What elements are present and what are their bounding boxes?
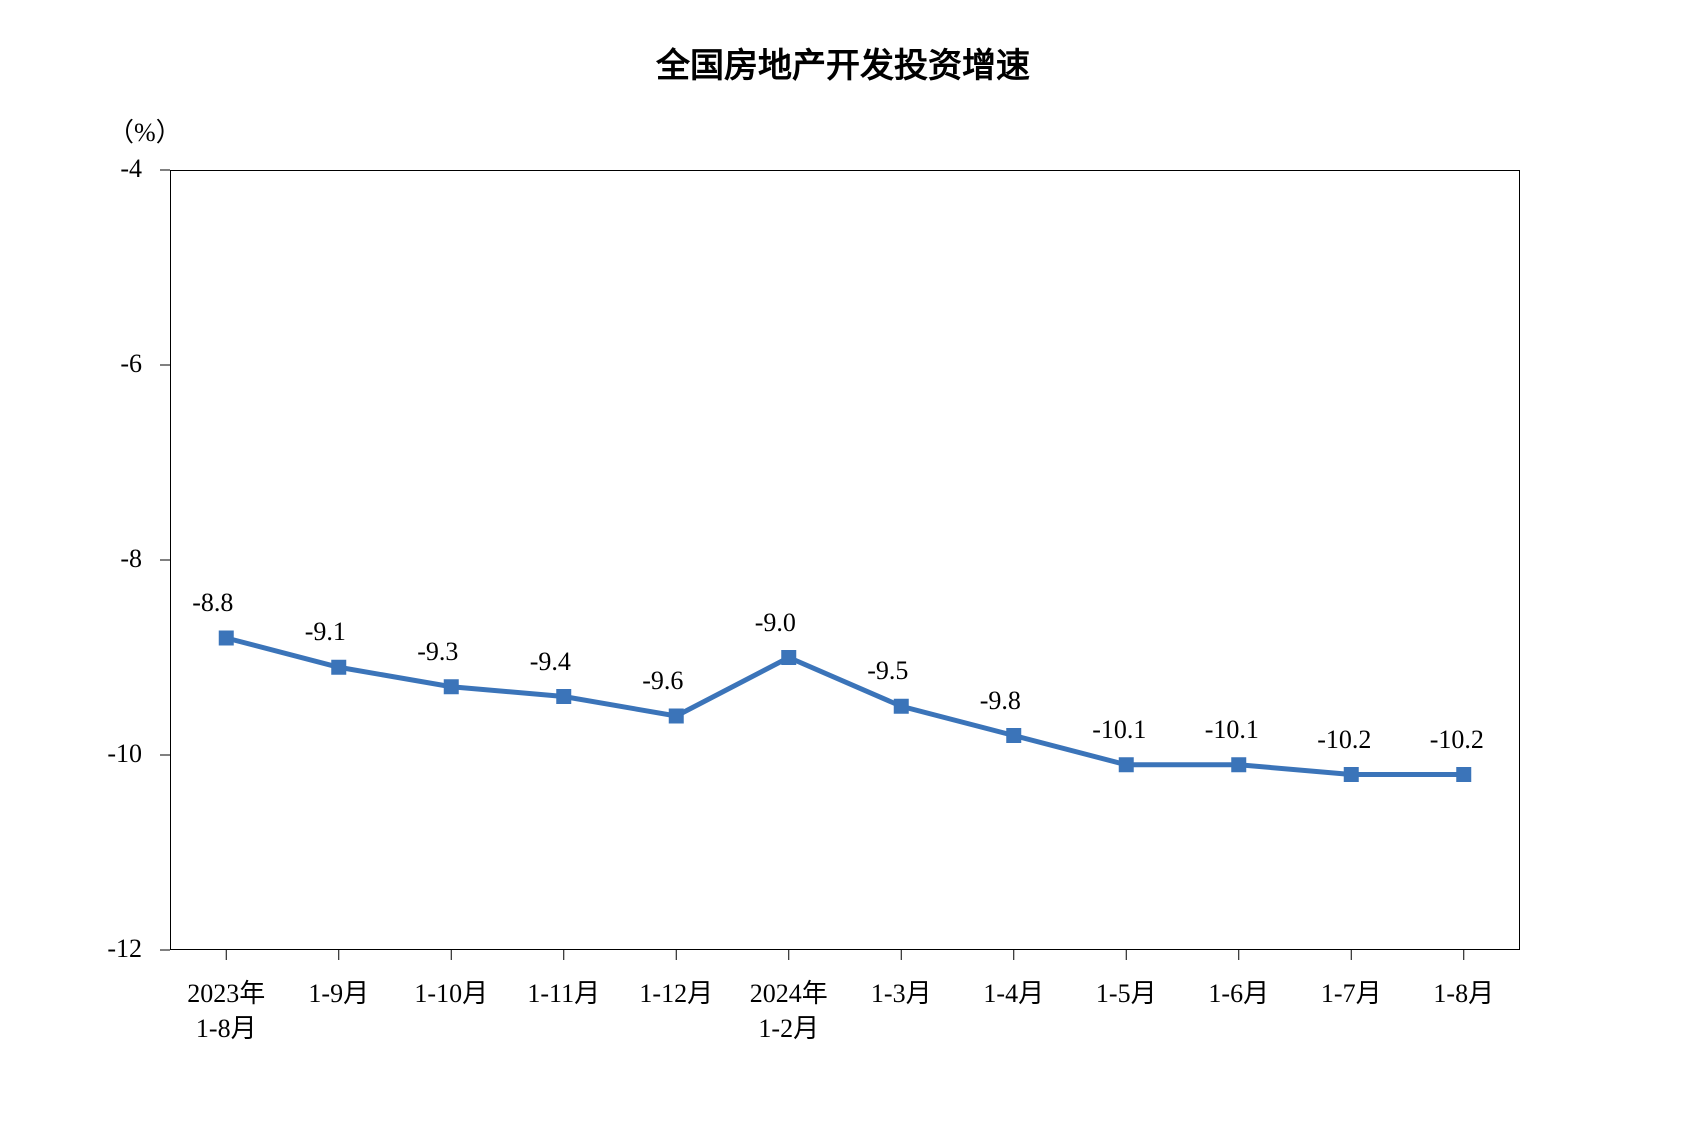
series-marker bbox=[332, 660, 346, 674]
y-tick-label: -10 bbox=[0, 739, 142, 769]
y-tick-label: -8 bbox=[0, 544, 142, 574]
data-label: -10.1 bbox=[1205, 715, 1259, 745]
data-label: -9.0 bbox=[755, 608, 796, 638]
x-tick-label: 2023年 1-8月 bbox=[170, 976, 283, 1046]
series-marker bbox=[1232, 758, 1246, 772]
data-label: -9.4 bbox=[530, 647, 571, 677]
x-tick-label: 1-10月 bbox=[395, 976, 508, 1011]
data-label: -9.1 bbox=[305, 617, 346, 647]
x-tick-label: 1-3月 bbox=[845, 976, 958, 1011]
data-label: -9.8 bbox=[980, 686, 1021, 716]
series-marker bbox=[1119, 758, 1133, 772]
series-marker bbox=[557, 690, 571, 704]
series-marker bbox=[1457, 768, 1471, 782]
y-tick-label: -12 bbox=[0, 934, 142, 964]
x-tick-label: 1-11月 bbox=[508, 976, 621, 1011]
y-tick-label: -4 bbox=[0, 154, 142, 184]
plot-svg bbox=[0, 0, 1686, 1145]
x-tick-label: 1-7月 bbox=[1295, 976, 1408, 1011]
series-marker bbox=[669, 709, 683, 723]
x-tick-label: 1-9月 bbox=[283, 976, 396, 1011]
series-line bbox=[226, 638, 1464, 775]
series-marker bbox=[782, 651, 796, 665]
series-marker bbox=[1344, 768, 1358, 782]
data-label: -9.3 bbox=[417, 637, 458, 667]
data-label: -9.6 bbox=[642, 666, 683, 696]
data-label: -8.8 bbox=[192, 588, 233, 618]
x-tick-label: 1-5月 bbox=[1070, 976, 1183, 1011]
x-tick-label: 1-6月 bbox=[1183, 976, 1296, 1011]
x-tick-label: 1-8月 bbox=[1408, 976, 1521, 1011]
data-label: -10.1 bbox=[1092, 715, 1146, 745]
series-marker bbox=[444, 680, 458, 694]
data-label: -10.2 bbox=[1430, 725, 1484, 755]
data-label: -10.2 bbox=[1317, 725, 1371, 755]
x-tick-label: 2024年 1-2月 bbox=[733, 976, 846, 1046]
chart-container: 全国房地产开发投资增速 （%） -4-6-8-10-122023年 1-8月1-… bbox=[0, 0, 1686, 1145]
series-marker bbox=[1007, 729, 1021, 743]
data-label: -9.5 bbox=[867, 656, 908, 686]
series-marker bbox=[219, 631, 233, 645]
y-tick-label: -6 bbox=[0, 349, 142, 379]
x-tick-label: 1-4月 bbox=[958, 976, 1071, 1011]
x-tick-label: 1-12月 bbox=[620, 976, 733, 1011]
series-marker bbox=[894, 699, 908, 713]
